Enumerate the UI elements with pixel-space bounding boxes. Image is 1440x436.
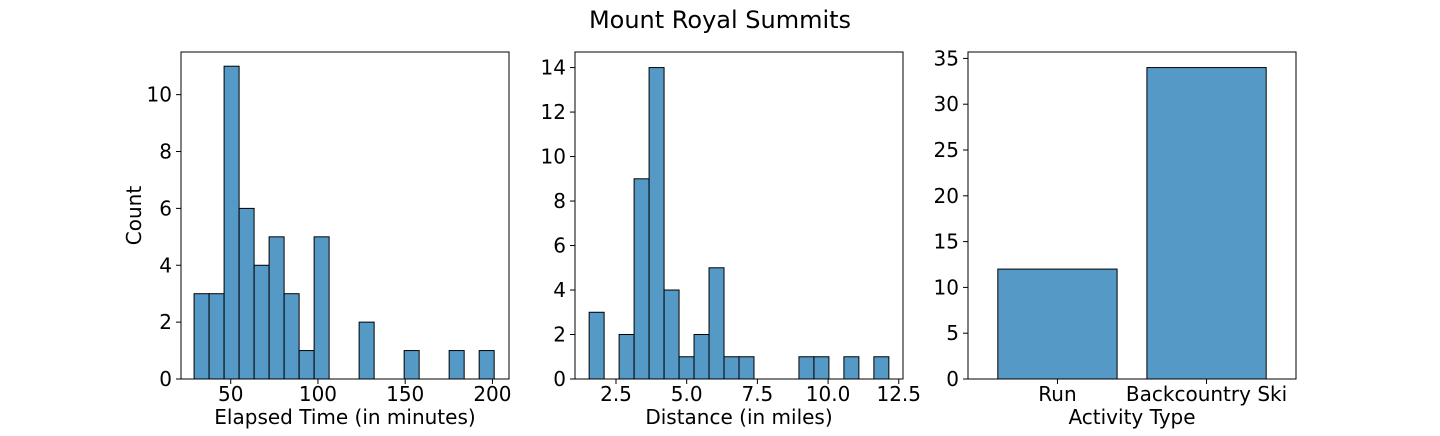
axes-frame xyxy=(574,51,904,380)
x-tick-label: 100 xyxy=(299,382,337,406)
y-tick-label: 8 xyxy=(553,189,566,213)
category-bar xyxy=(997,268,1118,380)
y-tick-label: 0 xyxy=(159,367,172,391)
category-bar xyxy=(1146,67,1267,380)
histogram-bar xyxy=(223,65,240,380)
y-tick-label: 5 xyxy=(946,321,959,345)
y-tick-label: 6 xyxy=(159,196,172,220)
subplot-2: 2.5 5.0 7.5 10.0 12.5 0 2 4 6 8 10 12 14 Distance (in… xyxy=(541,51,921,429)
histogram-bar xyxy=(708,267,725,380)
histogram-bar xyxy=(873,356,890,380)
x-axis-label: Elapsed Time (in minutes) xyxy=(214,405,475,429)
histogram-bar xyxy=(283,293,300,380)
figure-title: Mount Royal Summits xyxy=(589,6,851,34)
histogram-bar xyxy=(678,356,695,380)
histogram-bar xyxy=(633,178,650,380)
x-tick-label: 7.5 xyxy=(741,382,773,406)
histogram-bar xyxy=(448,350,465,380)
x-tick-label: 150 xyxy=(386,382,424,406)
y-tick-label: 0 xyxy=(553,367,566,391)
x-tick-label: 2.5 xyxy=(600,382,632,406)
histogram-bar xyxy=(268,236,285,380)
histogram-bar xyxy=(238,207,255,380)
y-tick-label: 12 xyxy=(541,100,566,124)
histogram-bar xyxy=(798,356,815,380)
histogram-bar xyxy=(298,350,315,380)
histogram-bar xyxy=(478,350,495,380)
y-tick-label: 25 xyxy=(934,138,959,162)
y-axis-label: Count xyxy=(122,186,146,246)
histogram-bar xyxy=(648,67,665,380)
x-tick-label: 12.5 xyxy=(876,382,921,406)
x-tick-label: 10.0 xyxy=(806,382,851,406)
subplot-3: Run Backcountry Ski 0 5 10 15 20 25 30 35 Activity… xyxy=(934,46,1297,429)
y-tick-label: 6 xyxy=(553,234,566,258)
x-tick-label: Backcountry Ski xyxy=(1126,382,1287,406)
subplot-1: 50 100 150 200 0 2 4 6 8 10 Elapsed Time (in minut… xyxy=(122,51,512,429)
y-tick-label: 20 xyxy=(934,184,959,208)
histogram-bar xyxy=(193,293,210,380)
histogram-bar xyxy=(313,236,330,380)
y-tick-label: 10 xyxy=(934,275,959,299)
histogram-bar xyxy=(693,334,710,380)
x-tick-label: 200 xyxy=(473,382,511,406)
x-tick-label: 50 xyxy=(218,382,243,406)
y-tick-label: 35 xyxy=(934,46,959,70)
x-tick-label: Run xyxy=(1038,382,1076,406)
histogram-bar xyxy=(588,311,605,380)
histogram-bar xyxy=(208,293,225,380)
y-tick-label: 4 xyxy=(553,278,566,302)
y-tick-label: 14 xyxy=(541,56,566,80)
histogram-bar xyxy=(253,264,270,380)
y-tick-label: 15 xyxy=(934,230,959,254)
y-tick-label: 10 xyxy=(541,145,566,169)
histogram-bar xyxy=(403,350,420,380)
histogram-bar xyxy=(618,334,635,380)
y-tick-label: 2 xyxy=(159,310,172,334)
axes-frame xyxy=(967,51,1297,380)
y-tick-label: 0 xyxy=(946,367,959,391)
histogram-bar xyxy=(813,356,830,380)
y-tick-label: 4 xyxy=(159,253,172,277)
x-tick-label: 5.0 xyxy=(671,382,703,406)
y-tick-label: 8 xyxy=(159,140,172,164)
y-tick-label: 2 xyxy=(553,323,566,347)
x-axis-label: Distance (in miles) xyxy=(645,405,832,429)
x-axis-label: Activity Type xyxy=(1068,405,1195,429)
histogram-bar xyxy=(723,356,740,380)
histogram-bar xyxy=(663,289,680,380)
y-tick-label: 30 xyxy=(934,92,959,116)
histogram-bar xyxy=(358,321,375,380)
histogram-bar xyxy=(738,356,755,380)
axes-frame xyxy=(180,51,510,380)
histogram-bar xyxy=(843,356,860,380)
y-tick-label: 10 xyxy=(147,83,172,107)
